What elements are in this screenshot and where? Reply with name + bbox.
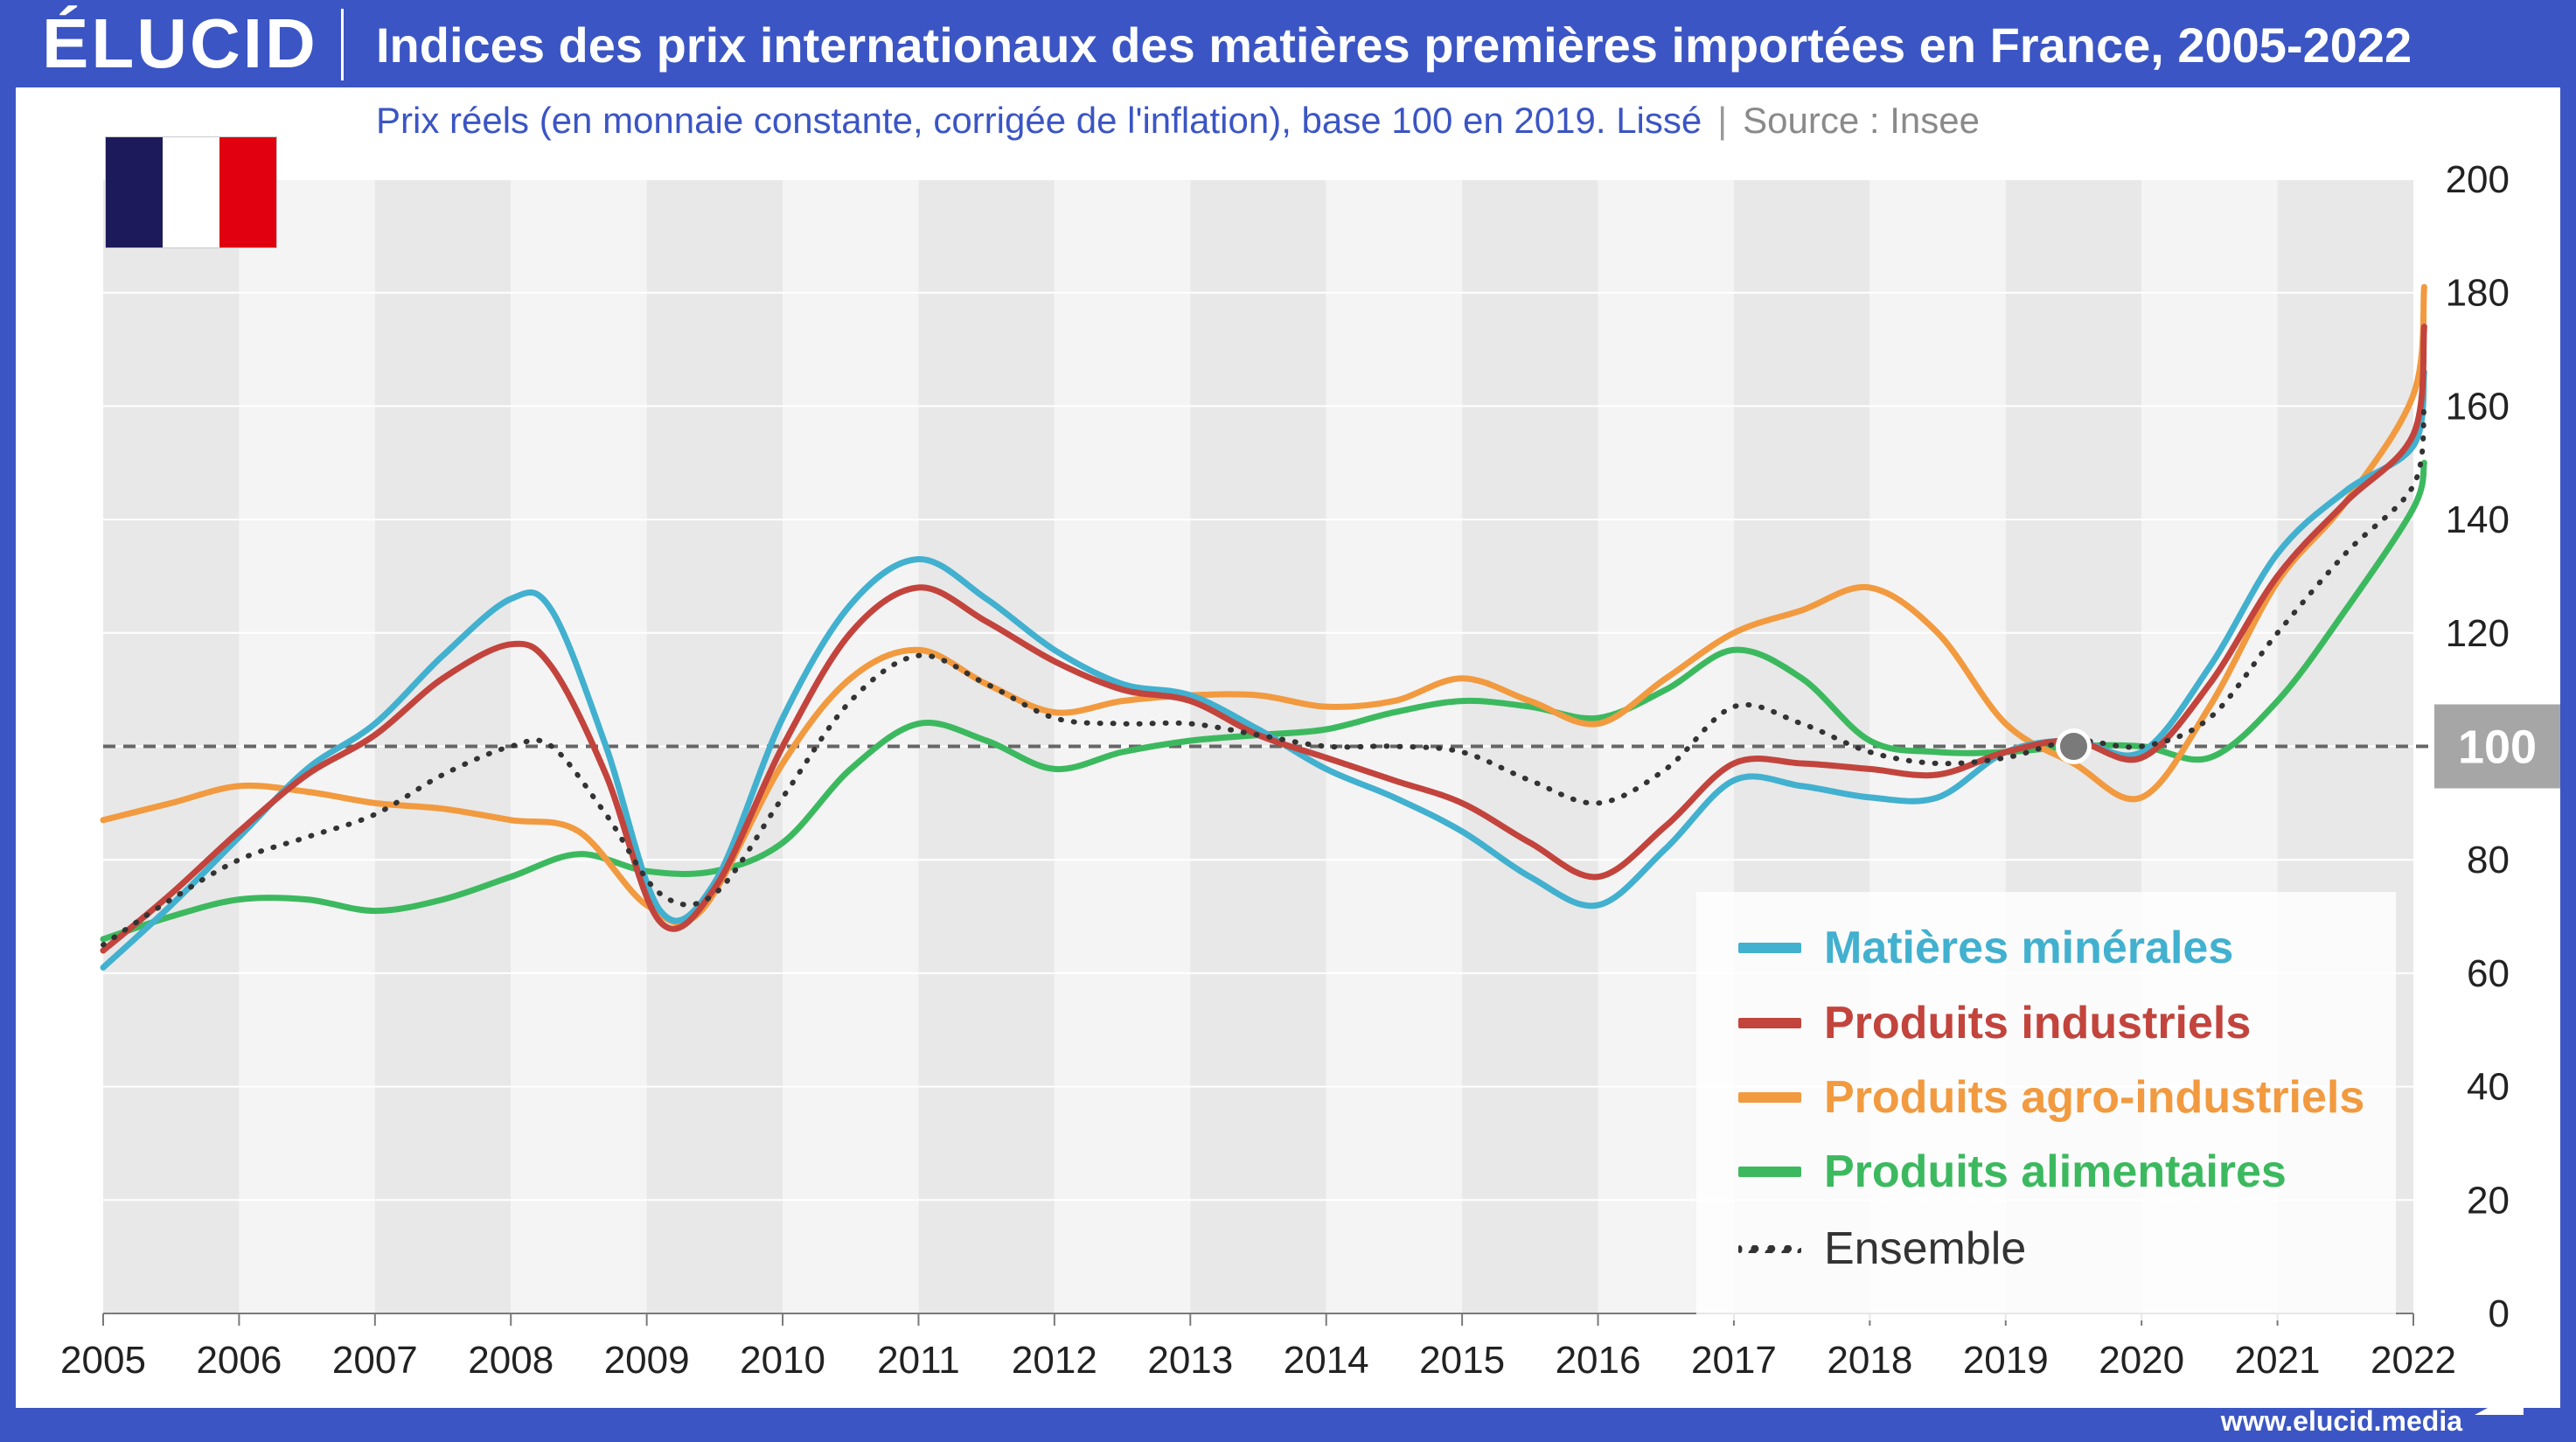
y-tick-label: 0 xyxy=(2489,1292,2510,1335)
legend-item-produits-agro-industriels: Produits agro-industriels xyxy=(1696,1071,2396,1124)
y-tick-label: 80 xyxy=(2467,839,2510,881)
brand-logo[interactable]: ÉLUCID xyxy=(42,4,318,82)
y-tick-label: 60 xyxy=(2467,952,2510,995)
y-tick-label: 200 xyxy=(2446,158,2510,201)
legend-item-produits-industriels: Produits industriels xyxy=(1696,997,2396,1049)
x-tick-label: 2013 xyxy=(1147,1339,1233,1382)
legend-label: Ensemble xyxy=(1824,1223,2027,1274)
x-tick-label: 2018 xyxy=(1827,1339,1912,1382)
footer-bar xyxy=(0,1408,2576,1442)
y-tick-label: 180 xyxy=(2446,272,2510,315)
x-tick-label: 2015 xyxy=(1419,1339,1505,1382)
series-line-produits-alimentaires xyxy=(100,459,2427,943)
chart-subtitle: Prix réels (en monnaie constante, corrig… xyxy=(376,100,1702,141)
legend-label: Matières minérales xyxy=(1824,923,2234,973)
legend-item-produits-alimentaires: Produits alimentaires xyxy=(1696,1146,2396,1198)
x-tick-label: 2008 xyxy=(468,1339,553,1382)
x-tick-label: 2006 xyxy=(196,1339,282,1382)
series-line-produits-industriels xyxy=(100,324,2427,954)
y-tick-label: 40 xyxy=(2467,1066,2510,1109)
y-tick-label: 140 xyxy=(2446,498,2510,541)
footer-triangle-icon xyxy=(2475,1389,2524,1415)
x-tick-label: 2022 xyxy=(2371,1339,2456,1382)
y-tick-label: 160 xyxy=(2446,385,2510,428)
header-divider xyxy=(341,9,344,80)
x-tick-label: 2012 xyxy=(1012,1339,1097,1382)
reference-badge xyxy=(2434,704,2560,789)
x-tick-label: 2014 xyxy=(1284,1339,1369,1382)
x-tick-label: 2021 xyxy=(2235,1339,2321,1382)
y-tick-label: 120 xyxy=(2446,612,2510,655)
legend-swatch xyxy=(1738,1244,1801,1253)
legend-swatch xyxy=(1738,1167,1801,1177)
legend-swatch xyxy=(1738,1092,1801,1103)
x-tick-label: 2007 xyxy=(332,1339,418,1382)
page-title: Indices des prix internationaux des mati… xyxy=(376,17,2412,73)
reference-badge-label: 100 xyxy=(2458,721,2537,774)
subtitle-row: Prix réels (en monnaie constante, corrig… xyxy=(376,94,2475,147)
x-tick-label: 2009 xyxy=(604,1339,690,1382)
x-tick-label: 2017 xyxy=(1691,1339,1777,1382)
x-tick-label: 2019 xyxy=(1963,1339,2049,1382)
chart-legend: Matières minérales Produits industriels … xyxy=(1696,892,2396,1320)
legend-label: Produits industriels xyxy=(1824,998,2252,1048)
source-label: Source : Insee xyxy=(1743,100,1980,141)
x-tick-label: 2011 xyxy=(877,1339,960,1382)
x-tick-label: 2020 xyxy=(2099,1339,2184,1382)
subtitle-separator: | xyxy=(1717,100,1728,141)
series-line-ensemble xyxy=(101,403,2427,948)
legend-label: Produits alimentaires xyxy=(1824,1146,2287,1197)
french-flag-icon xyxy=(105,136,277,248)
x-tick-label: 2016 xyxy=(1556,1339,1641,1382)
base-year-marker xyxy=(2055,728,2092,764)
legend-label: Produits agro-industriels xyxy=(1824,1072,2365,1123)
x-tick-label: 2010 xyxy=(740,1339,825,1382)
legend-item-ensemble: Ensemble xyxy=(1696,1223,2396,1275)
flag-stripe-red xyxy=(219,137,276,247)
footer-url-link[interactable]: www.elucid.media xyxy=(2220,1405,2462,1437)
y-tick-label: 20 xyxy=(2467,1179,2510,1222)
flag-stripe-blue xyxy=(106,137,163,247)
legend-swatch xyxy=(1738,1018,1801,1028)
header-bar xyxy=(0,0,2576,87)
legend-swatch xyxy=(1738,943,1801,953)
series-line-produits-agro-industriels xyxy=(100,283,2427,926)
legend-item-matieres-minerales: Matières minérales xyxy=(1696,922,2396,974)
x-tick-label: 2005 xyxy=(60,1339,146,1382)
flag-stripe-white xyxy=(163,137,219,247)
